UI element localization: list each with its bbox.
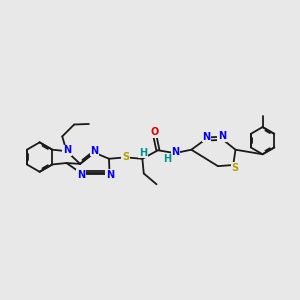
Text: N: N xyxy=(218,131,226,141)
Text: S: S xyxy=(122,152,129,162)
Text: N: N xyxy=(106,169,114,180)
Text: N: N xyxy=(91,146,99,156)
Text: N: N xyxy=(202,132,210,142)
Text: O: O xyxy=(150,127,159,137)
Text: N: N xyxy=(171,147,179,157)
Text: H: H xyxy=(139,148,147,158)
Text: S: S xyxy=(231,163,238,173)
Text: N: N xyxy=(63,145,71,155)
Text: H: H xyxy=(163,154,171,164)
Text: N: N xyxy=(77,170,85,180)
